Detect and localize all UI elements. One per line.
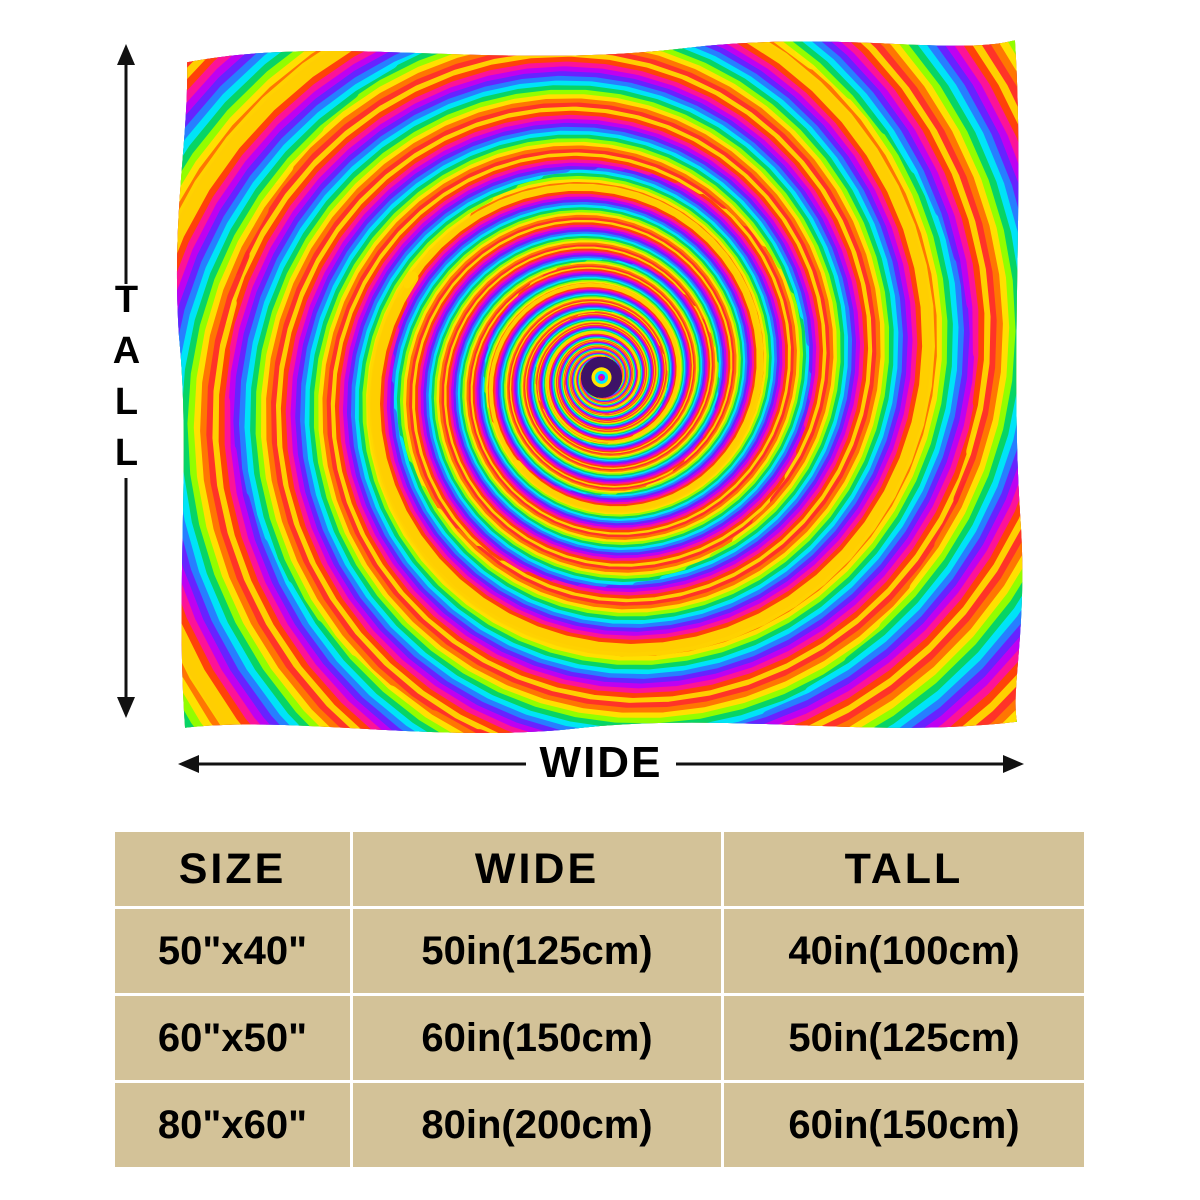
size-table-cell: 60in(150cm) [353,996,721,1080]
wide-label: WIDE [539,738,663,787]
blanket-image [163,26,1040,743]
tall-arrow [117,44,135,718]
arrow-down-icon [117,697,135,718]
size-table-cell: 50in(125cm) [724,996,1084,1080]
size-table-cell: 80in(200cm) [353,1083,721,1167]
size-table: SIZE WIDE TALL 50"x40" 50in(125cm) 40in(… [115,832,1084,1167]
blanket-spiral-graphic [176,40,1023,734]
arrow-right-icon [1003,755,1024,773]
size-table-cell: 50"x40" [115,909,350,993]
arrow-left-icon [178,755,199,773]
size-table-cell: 50in(125cm) [353,909,721,993]
tall-label: TALL [105,279,148,483]
spiral-arms [176,40,1023,734]
size-table-cell: 60"x50" [115,996,350,1080]
arrow-up-icon [117,44,135,65]
size-table-header-size: SIZE [115,832,350,906]
size-table-header-tall: TALL [724,832,1084,906]
wide-dimension: WIDE [178,738,1024,787]
size-table-cell: 40in(100cm) [724,909,1084,993]
tall-dimension: TALL [104,44,148,718]
size-table-header-wide: WIDE [353,832,721,906]
size-table-cell: 60in(150cm) [724,1083,1084,1167]
size-table-cell: 80"x60" [115,1083,350,1167]
wide-arrow [178,755,1024,773]
